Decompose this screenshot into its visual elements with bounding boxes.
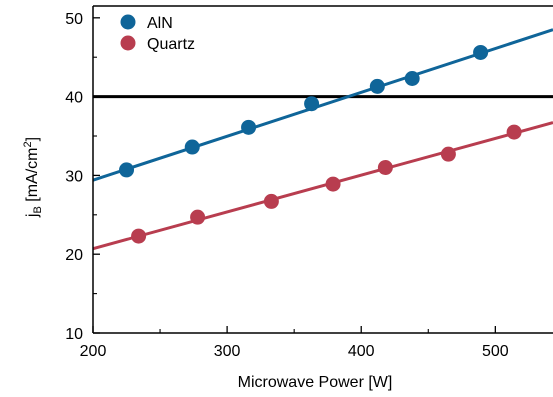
legend: AlN Quartz — [120, 14, 195, 53]
y-tick-label: 30 — [65, 168, 83, 185]
x-tick-label: 300 — [214, 343, 241, 360]
data-point — [440, 146, 456, 162]
y-tick-label: 40 — [65, 90, 83, 107]
data-point — [369, 78, 385, 94]
data-point — [377, 160, 393, 176]
y-axis-label-sub: B — [32, 206, 44, 213]
data-point — [119, 162, 135, 178]
series-layer — [92, 28, 553, 251]
data-point — [325, 176, 341, 192]
x-axis-label: Microwave Power [W] — [238, 374, 393, 391]
x-tick-label: 500 — [482, 343, 509, 360]
data-point — [131, 228, 147, 244]
y-tick-label: 20 — [65, 247, 83, 264]
legend-marker-aln — [120, 14, 136, 30]
y-axis-label: jB [mA/cm2] — [22, 137, 44, 218]
y-tick-label: 10 — [65, 326, 83, 343]
data-point — [263, 193, 279, 209]
legend-marker-quartz — [120, 35, 136, 51]
axis-ticks: 10 20 30 40 50 200 300 400 500 — [65, 11, 509, 360]
data-point — [241, 119, 257, 135]
data-point — [506, 124, 522, 140]
y-axis-label-main: j — [24, 214, 41, 219]
y-axis-label-close: ] — [24, 137, 41, 141]
axes-frame — [92, 5, 553, 334]
x-tick-label: 400 — [348, 343, 375, 360]
legend-label-aln: AlN — [147, 15, 173, 32]
x-tick-label: 200 — [80, 343, 107, 360]
legend-label-quartz: Quartz — [147, 36, 195, 53]
y-tick-label: 50 — [65, 11, 83, 28]
data-point — [473, 44, 489, 60]
series-aln — [92, 28, 553, 182]
data-point — [190, 209, 206, 225]
data-point — [184, 139, 200, 155]
y-axis-label-unit: [mA/cm — [24, 148, 41, 207]
fit-line-quartz — [92, 121, 553, 251]
y-axis-label-sup: 2 — [22, 141, 34, 147]
series-quartz — [92, 121, 553, 251]
data-point — [304, 96, 320, 112]
data-point — [404, 70, 420, 86]
